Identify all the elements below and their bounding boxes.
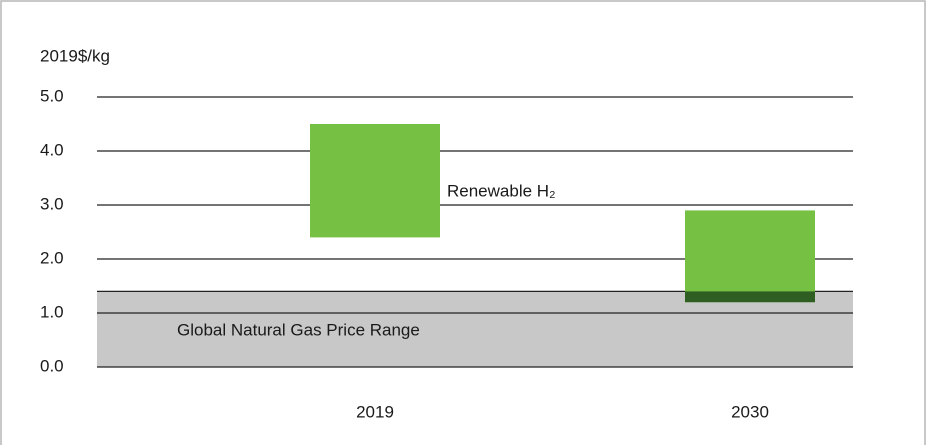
x-tick-label: 2030 bbox=[731, 402, 769, 421]
y-tick-label: 0.0 bbox=[40, 356, 64, 375]
band-label: Global Natural Gas Price Range bbox=[177, 320, 420, 339]
y-tick-label: 1.0 bbox=[40, 302, 64, 321]
range-bar bbox=[310, 124, 440, 238]
bar-overlap bbox=[685, 291, 815, 303]
x-tick-label: 2019 bbox=[356, 402, 394, 421]
y-tick-label: 3.0 bbox=[40, 194, 64, 213]
y-axis-label: 2019$/kg bbox=[40, 46, 110, 65]
y-tick-label: 4.0 bbox=[40, 140, 64, 159]
annotation: Renewable H₂ bbox=[447, 181, 556, 200]
range-bar bbox=[685, 210, 815, 303]
gas-price-band bbox=[97, 291, 853, 367]
y-tick-label: 2.0 bbox=[40, 248, 64, 267]
y-tick-label: 5.0 bbox=[40, 86, 64, 105]
